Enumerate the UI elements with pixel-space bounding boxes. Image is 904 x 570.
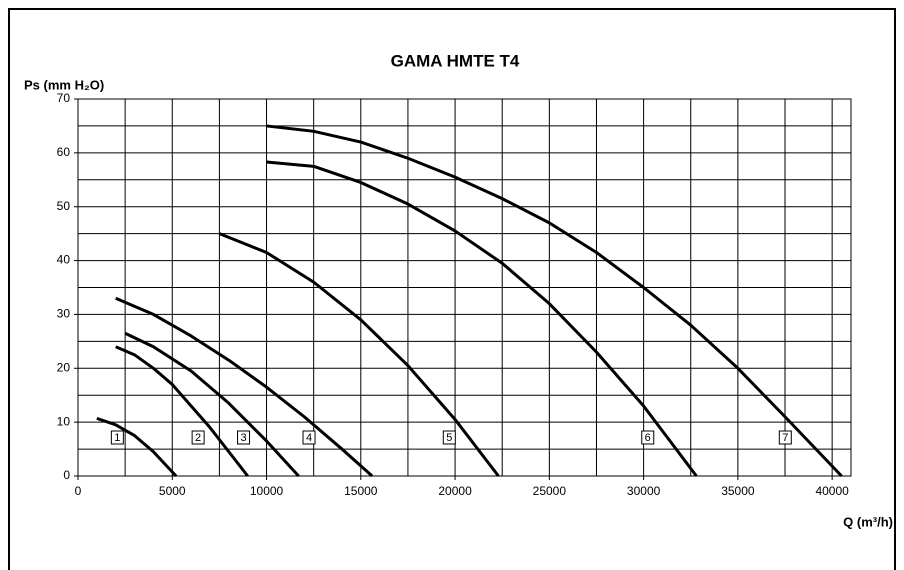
y-tick-label: 30	[57, 307, 71, 321]
x-tick-label: 25000	[533, 484, 567, 498]
curve	[266, 124, 843, 478]
x-tick-label: 20000	[438, 484, 472, 498]
label-box	[778, 430, 792, 445]
label-box	[641, 430, 655, 445]
x-tick-label: 5000	[159, 484, 186, 498]
x-tick-label: 30000	[627, 484, 661, 498]
x-tick-label: 0	[75, 484, 82, 498]
y-tick-label: 50	[57, 199, 71, 213]
curve	[115, 345, 249, 477]
chart-title: GAMA HMTE T4	[391, 51, 520, 70]
series-label: 7	[782, 432, 788, 444]
series-label: 4	[306, 432, 312, 444]
x-axis-label: Q (m³/h)	[843, 514, 893, 529]
series-label: 2	[195, 432, 201, 444]
series-label: 1	[114, 432, 120, 444]
label-box	[302, 430, 316, 445]
curve	[96, 416, 178, 478]
label-box	[442, 430, 456, 445]
y-tick-label: 20	[57, 360, 71, 374]
label-box	[110, 430, 124, 445]
y-axis-label: Ps (mm H₂O)	[24, 77, 104, 92]
x-tick-label: 10000	[250, 484, 284, 498]
x-tick-label: 15000	[344, 484, 378, 498]
curve	[266, 160, 698, 477]
curve	[124, 331, 300, 478]
x-tick-label: 35000	[721, 484, 755, 498]
y-tick-label: 70	[57, 91, 71, 105]
y-tick-label: 10	[57, 414, 71, 428]
label-box	[237, 430, 251, 445]
series-label: 5	[446, 432, 452, 444]
x-tick-label: 40000	[815, 484, 849, 498]
y-tick-label: 0	[63, 468, 70, 482]
curve	[218, 232, 500, 477]
label-box	[191, 430, 205, 445]
curve	[115, 296, 374, 478]
y-tick-label: 60	[57, 145, 71, 159]
series-label: 6	[645, 432, 651, 444]
series-label: 3	[240, 432, 246, 444]
y-tick-label: 40	[57, 253, 71, 267]
